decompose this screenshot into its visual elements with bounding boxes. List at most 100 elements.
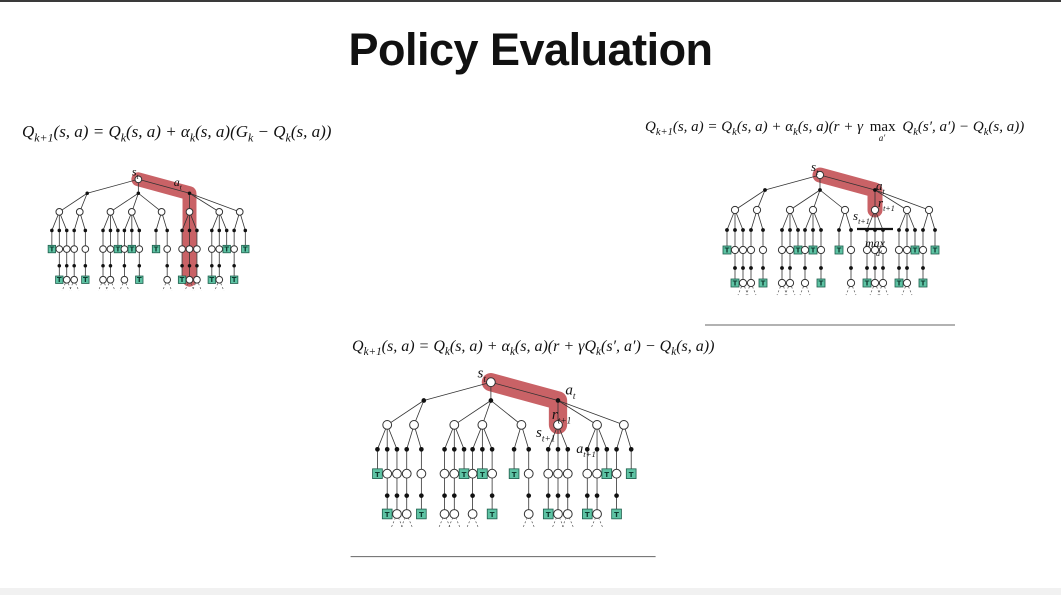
- dashed-continuation: [557, 513, 565, 529]
- state-node: [777, 278, 787, 288]
- action-node: [526, 493, 532, 498]
- state-node: [127, 208, 136, 216]
- action-node: [749, 228, 753, 232]
- state-node: [618, 420, 629, 430]
- state-node: [840, 205, 850, 215]
- action-node: [526, 446, 532, 452]
- action-node: [404, 446, 410, 452]
- terminal-label: T: [796, 247, 801, 255]
- label-max-a-prime: a′: [876, 249, 882, 258]
- state-node: [785, 278, 795, 288]
- action-node: [584, 446, 590, 452]
- state-node: [178, 245, 186, 253]
- state-node: [582, 468, 593, 479]
- state-node: [163, 245, 172, 253]
- terminal-state-box: [241, 244, 250, 254]
- state-node: [467, 468, 478, 479]
- action-node: [763, 188, 767, 192]
- state-node: [785, 245, 795, 255]
- label-s-t: st: [477, 365, 486, 385]
- action-node: [733, 228, 737, 232]
- state-node: [235, 208, 244, 216]
- state-node: [135, 245, 144, 253]
- state-node: [562, 468, 573, 479]
- state-node: [543, 468, 554, 479]
- action-node: [442, 493, 447, 498]
- dashed-continuation: [400, 513, 408, 529]
- action-node: [108, 264, 113, 268]
- action-node: [819, 266, 823, 270]
- action-node: [545, 446, 551, 452]
- dashed-continuation: [438, 513, 445, 529]
- state-node: [439, 468, 450, 479]
- label-r-t1: rt+1: [878, 195, 895, 213]
- action-node: [818, 188, 822, 192]
- action-node: [64, 228, 69, 233]
- tree-edge: [874, 189, 930, 211]
- terminal-label: T: [154, 245, 159, 253]
- terminal-label: T: [419, 511, 424, 519]
- terminal-state-box: [918, 278, 928, 288]
- state-node: [163, 275, 172, 284]
- state-node: [106, 275, 115, 284]
- dashed-continuation: [567, 513, 575, 529]
- dashed-continuation: [444, 513, 451, 529]
- state-node: [738, 245, 748, 255]
- terminal-label: T: [913, 247, 918, 255]
- state-node: [516, 420, 527, 430]
- state-node: [62, 275, 71, 284]
- top-border: [0, 0, 1061, 2]
- action-node: [733, 266, 737, 270]
- state-node: [185, 275, 194, 284]
- action-node: [243, 228, 248, 233]
- terminal-label: T: [224, 245, 229, 253]
- tree-edge: [490, 400, 522, 426]
- dashed-continuation: [396, 513, 404, 529]
- terminal-state-box: [230, 275, 239, 284]
- state-node: [75, 208, 84, 216]
- action-node: [788, 228, 792, 232]
- state-node: [416, 468, 427, 479]
- action-node: [913, 228, 917, 232]
- action-node: [488, 398, 494, 403]
- label-max: max: [865, 236, 886, 250]
- terminal-label: T: [243, 245, 248, 253]
- action-node: [921, 266, 925, 270]
- action-node: [394, 446, 400, 452]
- state-node: [193, 245, 201, 253]
- action-node: [849, 266, 853, 270]
- action-node: [195, 228, 199, 233]
- tree-edge: [189, 192, 220, 213]
- terminal-label: T: [629, 471, 634, 479]
- terminal-label: T: [480, 471, 485, 479]
- terminal-label: T: [585, 511, 590, 519]
- action-node: [796, 228, 800, 232]
- terminal-label: T: [865, 280, 870, 288]
- dashed-continuation: [551, 513, 559, 529]
- state-node: [800, 245, 810, 255]
- tree-edge: [454, 400, 492, 426]
- action-node: [905, 266, 909, 270]
- tree-edge: [138, 178, 190, 194]
- action-node: [217, 228, 222, 233]
- label-a-t: at: [174, 175, 183, 192]
- root-state-node: [815, 170, 825, 180]
- action-node: [933, 228, 937, 232]
- action-node: [116, 228, 120, 233]
- terminal-label: T: [819, 280, 824, 288]
- state-node: [902, 245, 912, 255]
- terminal-label: T: [897, 280, 902, 288]
- terminal-state-box: [930, 245, 940, 255]
- action-node: [154, 228, 158, 233]
- action-node: [394, 493, 400, 498]
- state-node: [738, 278, 748, 288]
- state-node: [870, 245, 880, 255]
- state-node: [392, 468, 402, 479]
- state-node: [730, 205, 740, 215]
- dashed-continuation: [528, 513, 536, 529]
- terminal-state-box: [758, 278, 768, 288]
- action-node: [217, 264, 222, 268]
- label-a-t: at: [876, 178, 886, 196]
- terminal-label: T: [490, 511, 495, 519]
